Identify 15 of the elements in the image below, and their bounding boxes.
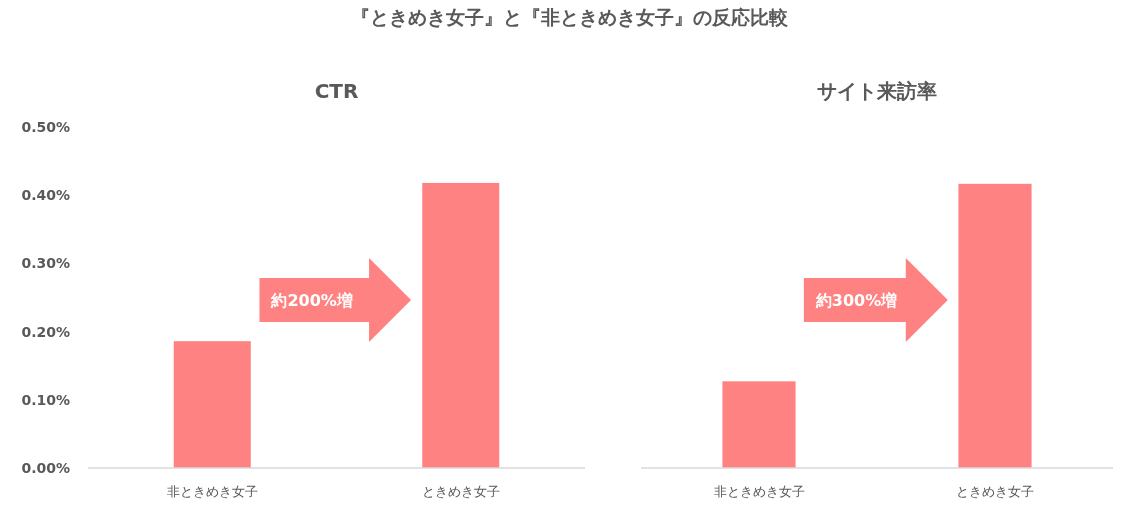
x-tick-label: ときめき女子	[421, 484, 500, 499]
y-tick-label: 0.00%	[21, 460, 70, 476]
y-tick-label: 0.40%	[21, 187, 70, 204]
annotation: 約200%増	[270, 291, 353, 310]
y-tick-label: 0.50%	[21, 119, 70, 135]
y-tick-label: 0.10%	[21, 391, 70, 408]
x-tick-label: 非ときめき女子	[166, 484, 258, 499]
y-tick-label: 0.20%	[21, 323, 70, 340]
chart-title: サイト来訪率	[817, 79, 937, 103]
x-tick-label: ときめき女子	[956, 484, 1034, 499]
annotation: 約300%増	[814, 291, 898, 310]
text: 『ときめき女子』と『非ときめき女子』の反応比較	[351, 6, 789, 28]
chart-title: CTR	[314, 79, 359, 103]
x-tick-label: 非ときめき女子	[713, 484, 805, 499]
y-tick-label: 0.30%	[21, 255, 70, 272]
